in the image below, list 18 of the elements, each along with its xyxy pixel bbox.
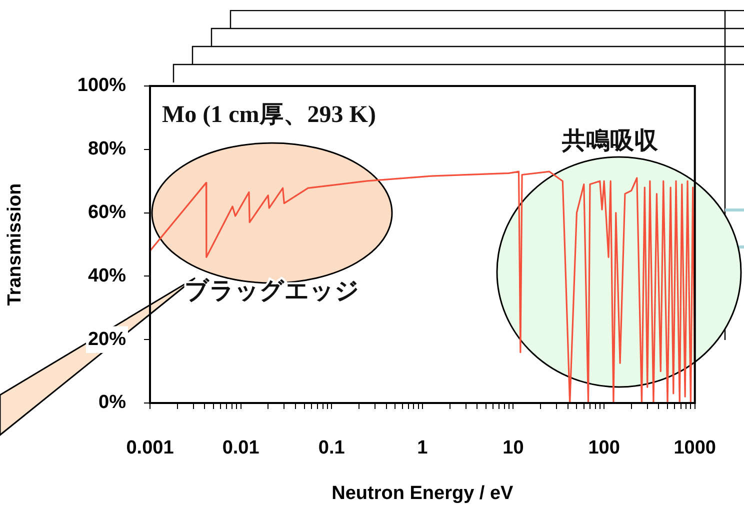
x-tick-label: 0.001 — [126, 438, 174, 459]
y-tick-label: 40% — [88, 265, 126, 286]
x-tick-label: 1 — [417, 438, 428, 459]
y-tick-label: 60% — [88, 202, 126, 224]
text: Mo (1 cm厚、293 K) — [162, 102, 376, 128]
x-tick-label: 0.1 — [318, 438, 346, 459]
y-tick-label: 20% — [88, 328, 126, 350]
y-tick-label: 100% — [77, 75, 126, 96]
x-axis-title: Neutron Energy / eV — [332, 482, 514, 504]
annotation: 共鳴吸収 — [561, 128, 659, 155]
x-tick-label: 0.01 — [222, 438, 260, 459]
x-tick-label: 100 — [588, 438, 620, 459]
x-tick-label: 10 — [502, 438, 524, 459]
annotation: ブラッグエッジ — [184, 278, 360, 305]
y-tick-label: 80% — [88, 138, 126, 160]
y-tick-label: 0% — [98, 392, 126, 414]
y-axis-title: Transmission — [4, 183, 26, 306]
x-tick-label: 1000 — [674, 438, 716, 459]
